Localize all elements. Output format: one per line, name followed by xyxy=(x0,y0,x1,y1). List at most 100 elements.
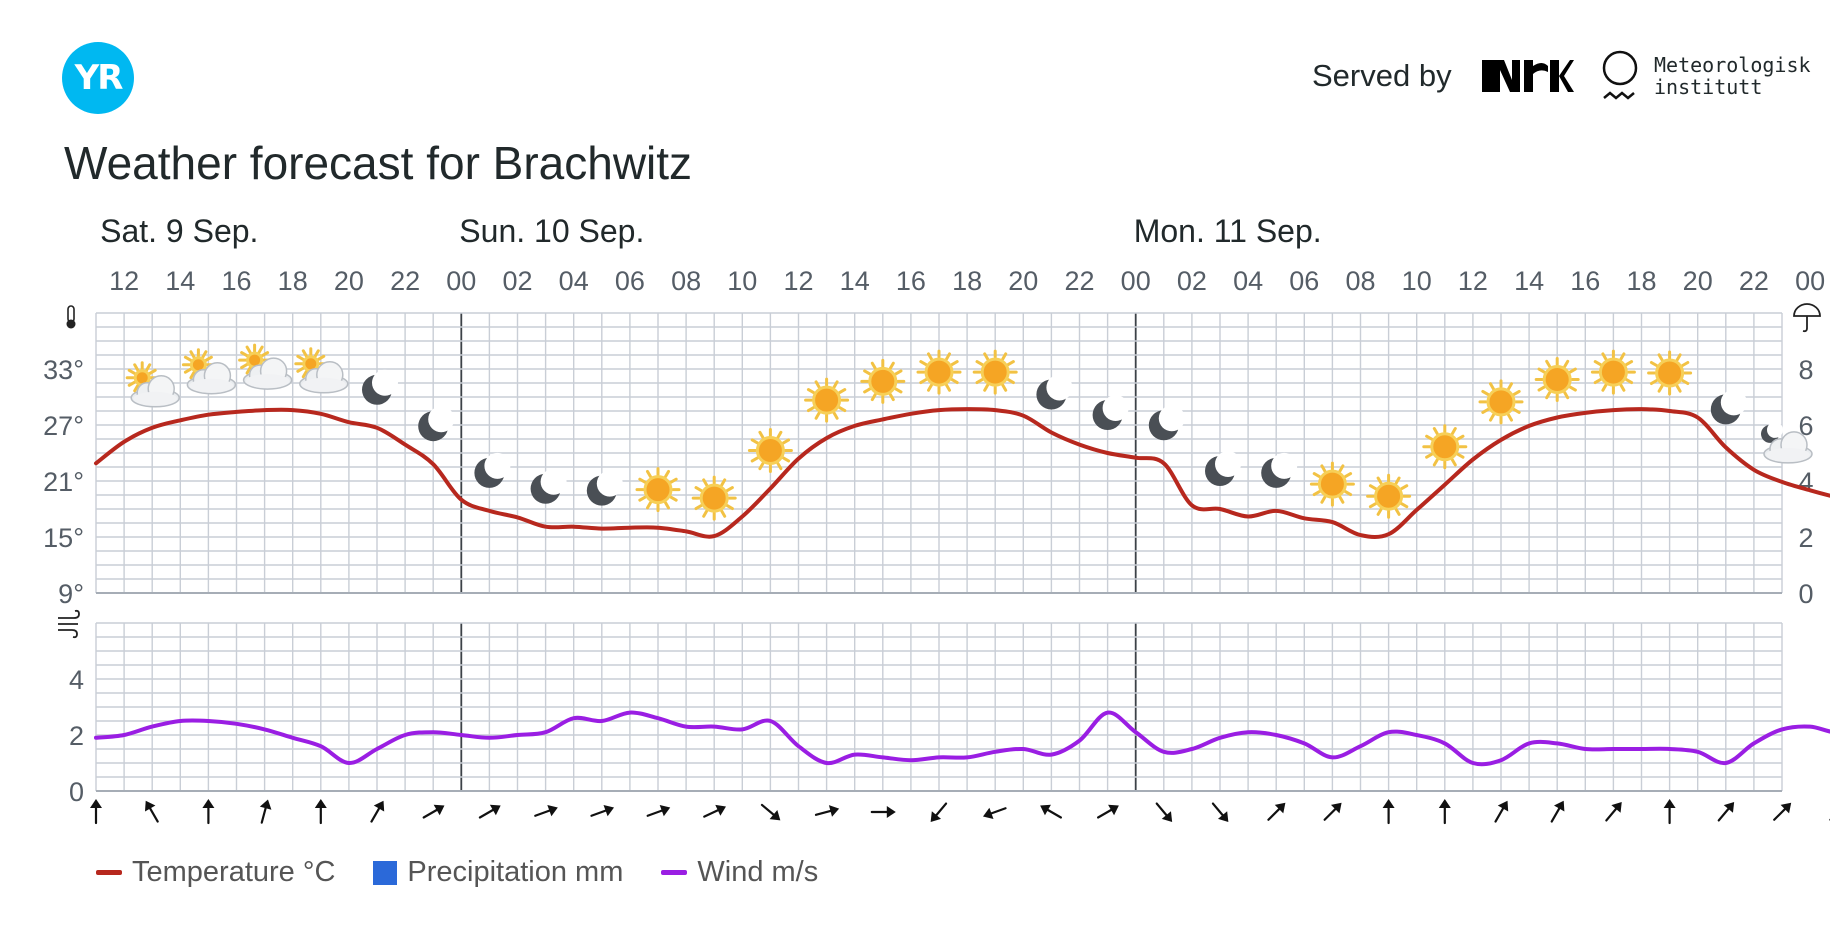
wind-arrow xyxy=(1267,802,1286,821)
sun-ray xyxy=(638,477,647,484)
arrow-head xyxy=(603,804,615,817)
moon-shadow xyxy=(1158,405,1185,432)
sun-ray xyxy=(245,366,252,375)
sun-ray xyxy=(927,383,933,392)
sun-ray xyxy=(1489,382,1495,391)
sun-ray xyxy=(1649,361,1659,367)
sun-ray xyxy=(1568,367,1577,374)
sun-icon xyxy=(1422,424,1468,470)
weather-symbols xyxy=(125,343,1813,521)
hour-label: 12 xyxy=(109,266,139,296)
sun-ray xyxy=(1657,384,1664,393)
sun-ray xyxy=(945,352,951,361)
sun-ray xyxy=(1312,472,1321,479)
wind-arrow xyxy=(760,803,781,821)
arrow-head xyxy=(314,799,327,808)
temperature-tick: 21° xyxy=(43,467,84,497)
sun-ray xyxy=(870,361,877,370)
sun-ray xyxy=(1675,384,1682,393)
sun-ray xyxy=(1450,458,1457,467)
wind-arrow xyxy=(1605,802,1622,822)
met-name-line1: Meteorologisk xyxy=(1654,53,1811,77)
hour-label: 16 xyxy=(896,266,926,296)
sun-ray xyxy=(664,469,670,479)
moon-shadow xyxy=(1215,451,1241,477)
temperature-line xyxy=(94,407,1830,540)
sun-ray xyxy=(1675,353,1682,362)
met-institute-name: Meteorologisk institutt xyxy=(1654,54,1811,98)
arrow-head xyxy=(145,800,156,812)
wind-arrow xyxy=(1717,802,1735,822)
sun-ray xyxy=(1481,407,1490,414)
sun-ray xyxy=(133,384,140,393)
sun-ray xyxy=(720,478,727,487)
legend-wind-label: Wind m/s xyxy=(697,856,819,888)
sun-ray xyxy=(927,352,933,361)
sun-icon xyxy=(1590,349,1636,395)
arrow-head xyxy=(1663,799,1676,808)
sun-icon xyxy=(972,349,1018,395)
partly-cloudy-day-icon xyxy=(294,347,349,394)
sun-ray xyxy=(201,350,208,359)
arrow-shaft xyxy=(1773,805,1789,821)
sun-icon xyxy=(1366,473,1412,519)
yr-logo[interactable]: YR xyxy=(62,42,134,114)
sun-icon xyxy=(747,427,793,473)
sun-ray xyxy=(702,478,709,487)
sun-ray xyxy=(720,509,727,518)
sun-ray xyxy=(1563,391,1570,400)
arrow-head xyxy=(1108,804,1119,816)
sun-disc xyxy=(699,483,729,513)
arrow-head xyxy=(1780,802,1792,814)
arrow-head xyxy=(1040,804,1051,816)
sun-ray xyxy=(725,504,734,511)
sun-ray xyxy=(317,354,326,361)
arrow-head xyxy=(1723,802,1735,813)
sun-ray xyxy=(1568,385,1577,392)
met-institute-logo[interactable] xyxy=(1600,48,1640,104)
moon-shadow xyxy=(540,468,567,495)
sun-ray xyxy=(133,363,140,372)
sun-ray xyxy=(1432,427,1439,436)
legend-temperature[interactable]: Temperature °C xyxy=(96,856,335,889)
sun-ray xyxy=(781,456,791,463)
hour-label: 02 xyxy=(1177,266,1207,296)
sun-ray xyxy=(950,360,959,367)
legend-wind[interactable]: Wind m/s xyxy=(661,856,818,889)
hour-label: 14 xyxy=(1514,266,1544,296)
arrow-head xyxy=(90,799,102,808)
thermometer-icon xyxy=(66,305,76,329)
arrow-head xyxy=(930,811,942,822)
sun-ray xyxy=(776,461,783,471)
hour-label: 08 xyxy=(1345,266,1375,296)
temperature-tick: 27° xyxy=(43,411,84,441)
sun-ray xyxy=(776,430,783,439)
sun-ray xyxy=(148,368,157,375)
precipitation-tick: 6 xyxy=(1798,411,1813,441)
sun-ray xyxy=(1400,502,1409,509)
moon-icon xyxy=(1261,452,1298,488)
hour-label: 04 xyxy=(1233,266,1263,296)
sun-ray xyxy=(1006,360,1015,367)
sun-ray xyxy=(1507,382,1513,391)
hour-label: 02 xyxy=(502,266,532,296)
legend-precipitation[interactable]: Precipitation mm xyxy=(373,856,623,889)
moon-shadow xyxy=(428,406,455,433)
wind-arrow xyxy=(590,804,615,817)
sun-disc xyxy=(924,357,954,387)
sun-ray xyxy=(1320,495,1327,504)
chart-legend: Temperature °C Precipitation mm Wind m/s xyxy=(96,856,818,889)
moon-icon xyxy=(362,369,398,405)
arrow-shaft xyxy=(1323,805,1339,821)
wind-swatch xyxy=(661,870,688,875)
sun-ray xyxy=(870,392,877,402)
sun-icon xyxy=(1309,461,1355,507)
wind-arrow xyxy=(1494,800,1509,823)
arrow-shaft xyxy=(1605,805,1619,822)
served-by-label: Served by xyxy=(1312,58,1452,93)
nrk-logo[interactable] xyxy=(1482,58,1574,92)
arrow-head xyxy=(373,800,385,812)
hour-labels: 12 14 16 18 20 22 00 02 04 06 08 10 12 14 16 18 20 22 00 02… xyxy=(109,266,1825,296)
